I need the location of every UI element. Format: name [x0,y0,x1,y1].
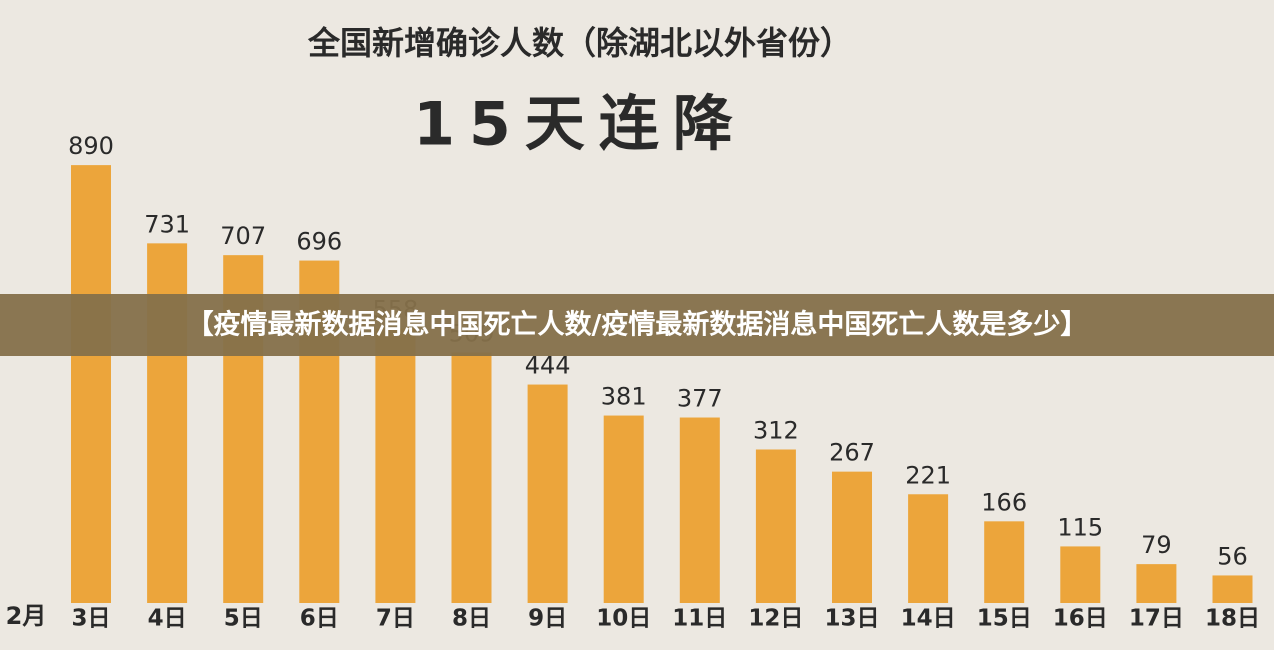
banner-bg [0,294,1274,356]
bar [679,417,720,603]
bar [603,415,644,603]
value-label: 731 [144,210,190,238]
value-label: 444 [525,352,571,380]
value-label: 56 [1217,542,1248,570]
bar [984,521,1025,603]
chart-title: 全国新增确诊人数（除湖北以外省份） [307,24,852,62]
bar [375,328,416,603]
value-label: 377 [677,385,723,413]
month-label: 2月 [6,602,47,630]
x-tick-label: 17日 [1129,606,1184,632]
bar [1136,564,1177,603]
value-label: 696 [296,228,342,256]
chart-subtitle: 15天连降 [413,90,747,160]
bars: 8903日7314日7075日6966日5587日5098日4449日38110… [68,132,1260,631]
bar [832,471,872,603]
x-tick-label: 5日 [224,606,263,632]
bar [908,494,949,603]
x-tick-label: 3日 [71,606,110,632]
x-tick-label: 14日 [901,606,956,632]
x-tick-label: 15日 [977,606,1032,632]
bar [755,449,796,603]
bar [71,165,111,603]
x-tick-label: 16日 [1053,606,1108,632]
x-tick-label: 7日 [376,606,415,632]
value-label: 890 [68,132,114,160]
value-label: 221 [905,461,951,489]
banner-text: 【疫情最新数据消息中国死亡人数/疫情最新数据消息中国死亡人数是多少】 [187,309,1088,341]
x-tick-label: 11日 [672,606,727,632]
value-label: 166 [981,488,1027,516]
bar [1212,575,1253,603]
x-tick-label: 12日 [748,606,803,632]
x-tick-label: 6日 [300,606,339,632]
x-tick-label: 18日 [1205,606,1260,632]
x-tick-label: 9日 [528,606,567,632]
value-label: 115 [1057,513,1103,541]
bar [527,384,568,603]
value-label: 312 [753,416,799,444]
value-label: 79 [1141,531,1172,559]
value-label: 267 [829,439,875,467]
value-label: 707 [220,222,266,250]
x-tick-label: 8日 [452,606,491,632]
bar [451,352,492,603]
value-label: 381 [601,383,647,411]
x-tick-label: 10日 [596,606,651,632]
x-tick-label: 4日 [148,606,187,632]
bar [1060,546,1101,603]
x-tick-label: 13日 [824,606,879,632]
